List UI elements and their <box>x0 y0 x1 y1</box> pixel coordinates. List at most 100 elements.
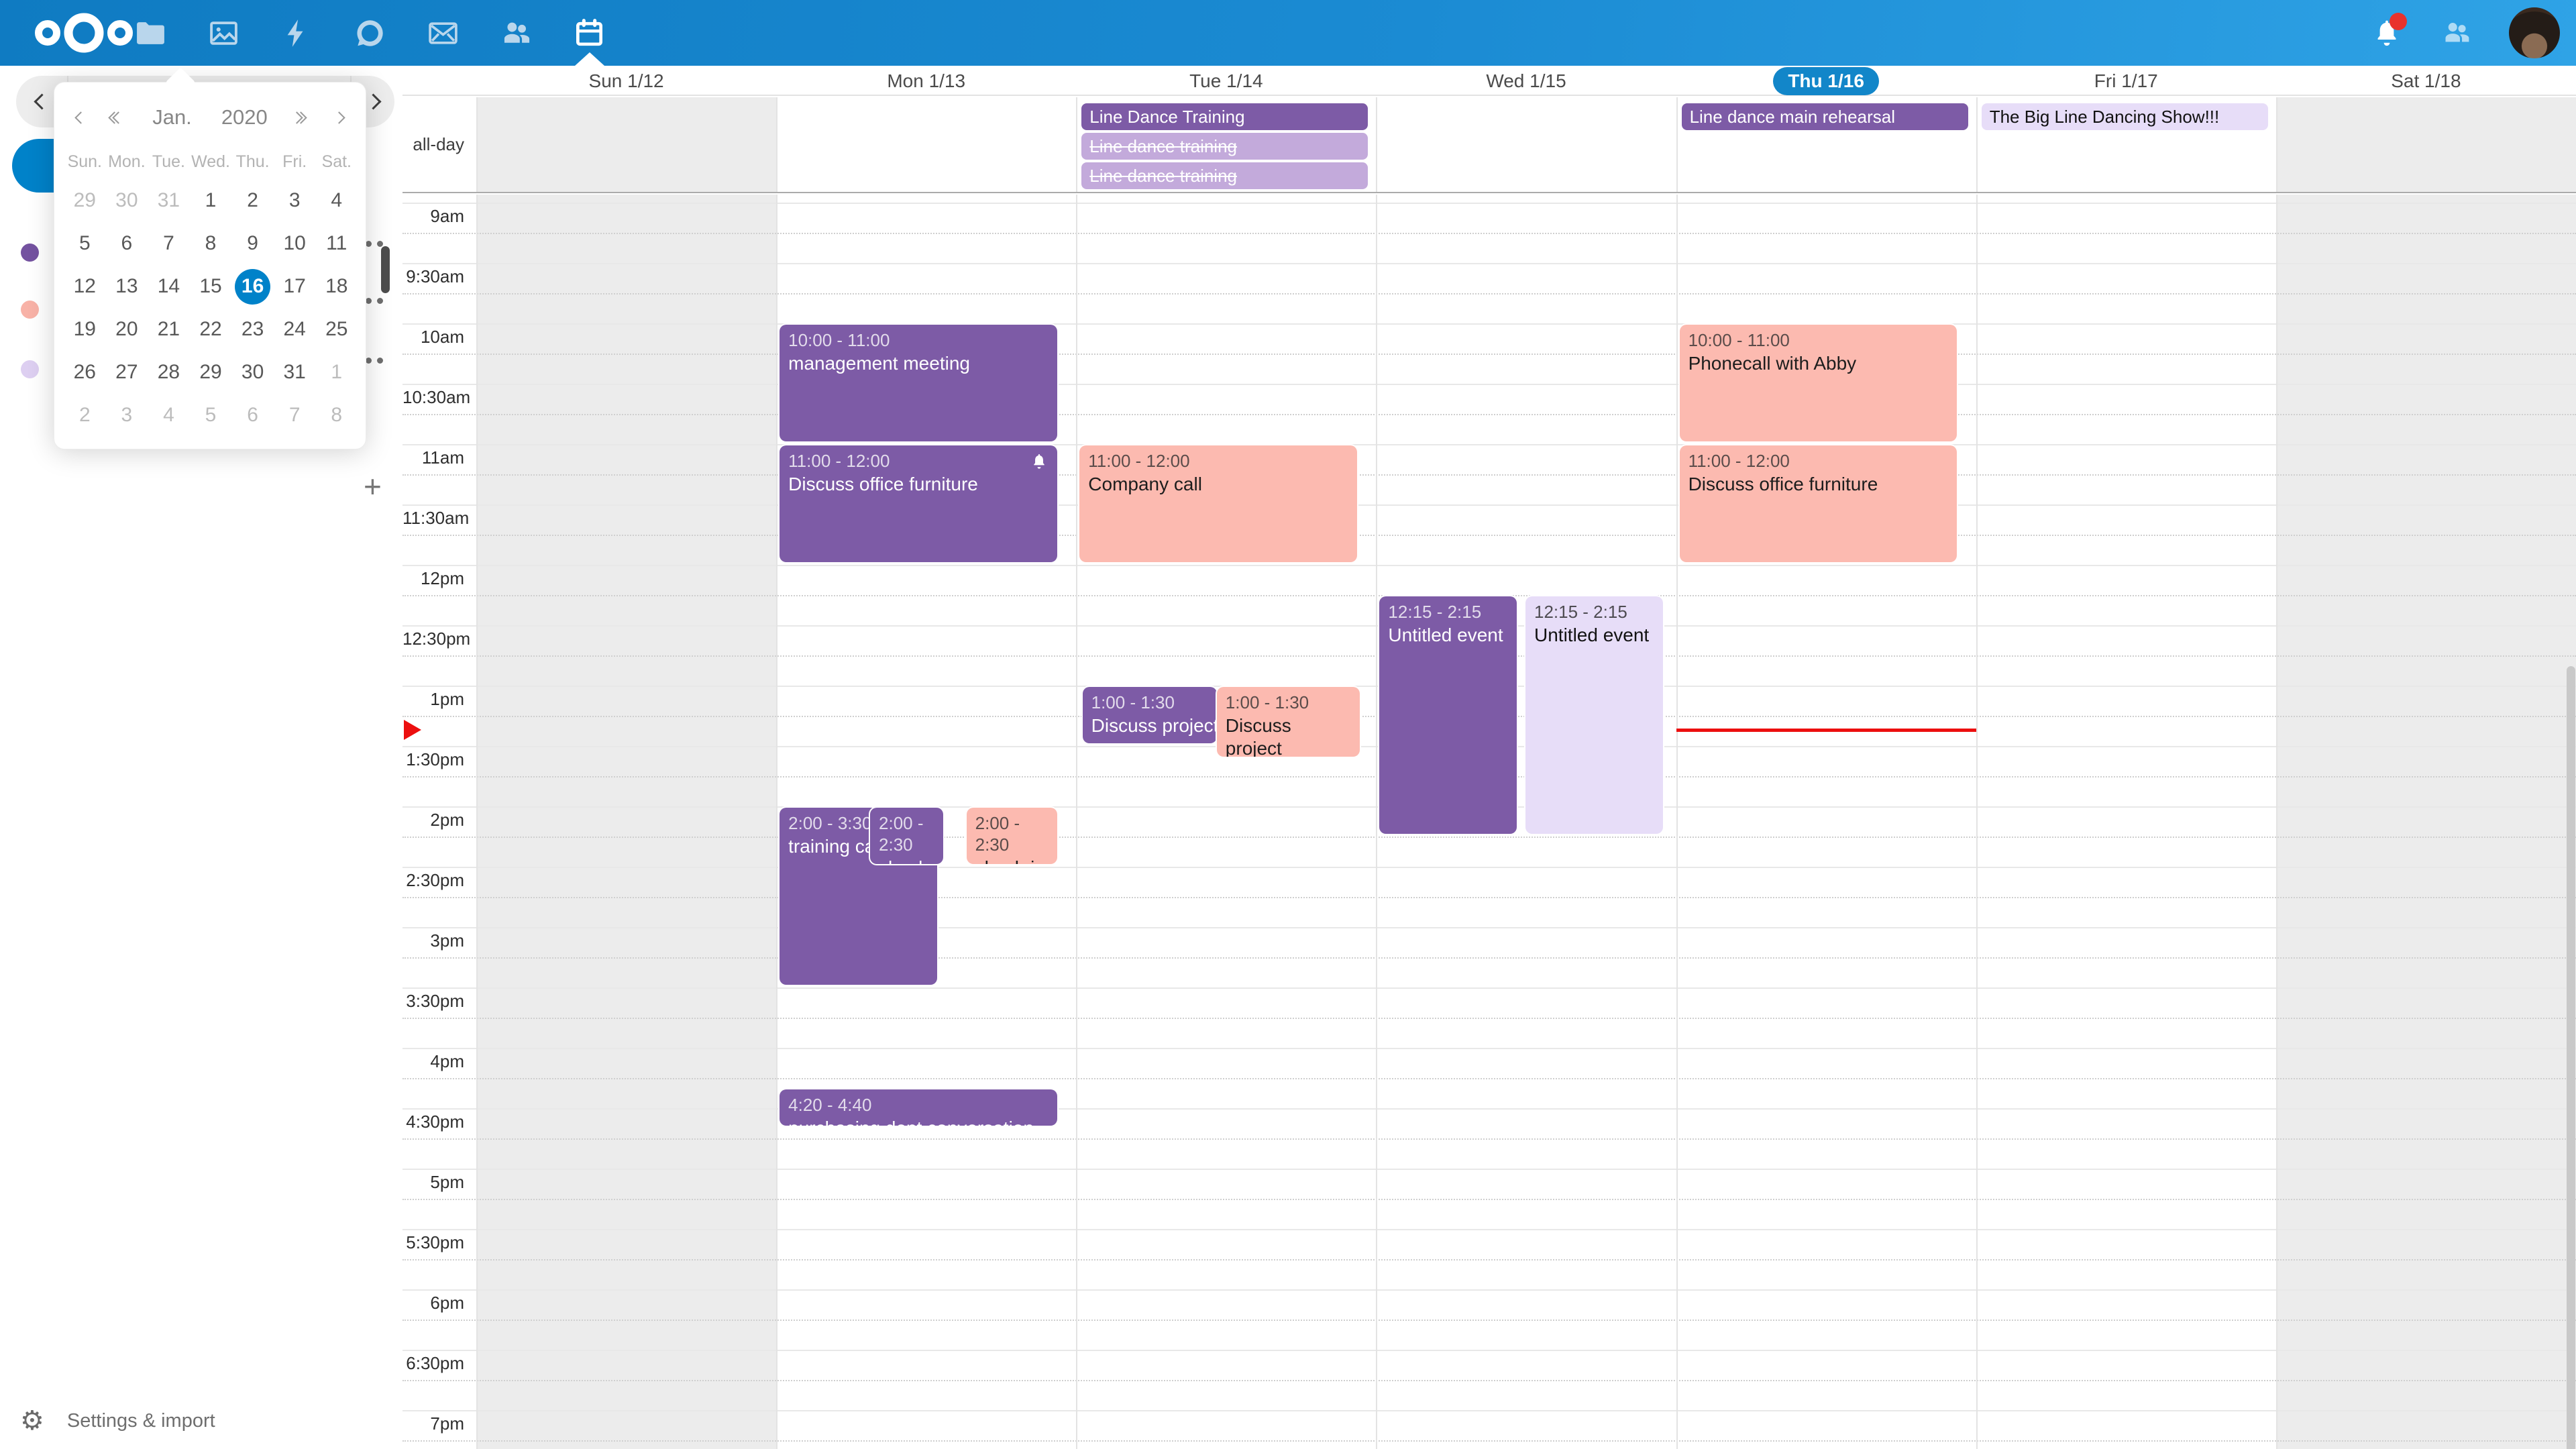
datepicker-day[interactable]: 9 <box>247 232 258 254</box>
app-files[interactable] <box>114 0 187 66</box>
datepicker-day[interactable]: 27 <box>115 361 138 383</box>
datepicker-day[interactable]: 15 <box>199 275 222 297</box>
grid-line <box>402 957 2576 959</box>
datepicker-day[interactable]: 30 <box>241 361 264 383</box>
app-calendar[interactable] <box>553 0 626 66</box>
datepicker-day[interactable]: 29 <box>199 361 222 383</box>
weekday-header: Fri. <box>282 152 307 171</box>
datepicker-day[interactable]: 21 <box>157 318 180 340</box>
datepicker-day[interactable]: 20 <box>115 318 138 340</box>
datepicker-day[interactable]: 3 <box>288 189 301 211</box>
month-select[interactable]: Jan. <box>152 105 192 129</box>
topbar-right-actions <box>2369 0 2560 66</box>
datepicker-day[interactable]: 2 <box>247 189 258 211</box>
datepicker-day[interactable]: 31 <box>157 189 180 211</box>
datepicker-day[interactable]: 1 <box>205 189 217 211</box>
datepicker-day[interactable]: 5 <box>78 232 91 254</box>
event-block[interactable]: 10:00 - 11:00 management meeting <box>780 325 1057 441</box>
datepicker-day[interactable]: 6 <box>121 232 133 254</box>
datepicker-day[interactable]: 18 <box>325 275 348 297</box>
datepicker-day[interactable]: 10 <box>283 232 306 254</box>
settings-and-import[interactable]: ⚙ Settings & import <box>20 1407 215 1434</box>
datepicker-day[interactable]: 22 <box>199 318 222 340</box>
all-day-event[interactable]: Line Dance Training <box>1081 103 1368 130</box>
calendar-color-dot[interactable] <box>21 301 39 319</box>
event-block[interactable]: 2:00 - 2:30 check-in <box>966 808 1057 864</box>
event-time: 2:00 - 2:30 <box>975 813 1020 855</box>
datepicker-day[interactable]: 14 <box>157 275 180 297</box>
app-contacts[interactable] <box>480 0 553 66</box>
app-activity[interactable] <box>260 0 333 66</box>
time-label: 5:30pm <box>406 1232 464 1252</box>
event-block[interactable]: 11:00 - 12:00 Discuss office furniture <box>780 445 1057 562</box>
nextcloud-logo[interactable] <box>27 8 141 58</box>
datepicker-day[interactable]: 30 <box>115 189 138 211</box>
event-block[interactable]: 11:00 - 12:00 Company call <box>1079 445 1357 562</box>
datepicker-day[interactable]: 17 <box>283 275 306 297</box>
time-label: 3:30pm <box>406 991 464 1011</box>
event-block[interactable]: 4:20 - 4:40 purchasing dept conversation <box>780 1089 1057 1126</box>
datepicker-day[interactable]: 23 <box>241 318 264 340</box>
event-time: 4:20 - 4:40 <box>788 1095 872 1115</box>
event-block[interactable]: 10:00 - 11:00 Phonecall with Abby <box>1679 325 1957 441</box>
datepicker-day[interactable]: 8 <box>205 232 217 254</box>
contacts-menu-button[interactable] <box>2439 15 2474 50</box>
all-day-event[interactable]: Line dance training <box>1081 162 1368 189</box>
datepicker-day[interactable]: 28 <box>157 361 180 383</box>
event-block[interactable]: 1:00 - 1:30 Discuss project announcement <box>1216 687 1360 757</box>
datepicker-day[interactable]: 16 <box>231 265 274 308</box>
next-year-button[interactable] <box>290 111 307 124</box>
datepicker-day[interactable]: 1 <box>331 361 343 383</box>
datepicker-day[interactable]: 13 <box>115 275 138 297</box>
event-block[interactable]: 1:00 - 1:30 Discuss project announcement <box>1082 687 1217 743</box>
sidebar-scrollbar[interactable] <box>381 246 390 293</box>
user-avatar[interactable] <box>2509 7 2560 58</box>
column-divider <box>1676 195 1678 1449</box>
event-block[interactable]: 12:15 - 2:15 Untitled event <box>1379 596 1517 834</box>
datepicker-day[interactable]: 7 <box>288 404 301 426</box>
weekday-header: Mon. <box>108 152 146 171</box>
datepicker-day[interactable]: 8 <box>331 404 343 426</box>
calendar-item-menu-icon[interactable] <box>366 290 396 311</box>
calendar-color-dot[interactable] <box>21 360 39 378</box>
notifications-button[interactable] <box>2369 13 2407 50</box>
datepicker-day[interactable]: 4 <box>331 189 343 211</box>
grid-line <box>402 1320 2576 1321</box>
app-mail[interactable] <box>407 0 480 66</box>
column-divider <box>1976 97 1978 192</box>
calendar-item-menu-icon[interactable] <box>366 350 396 370</box>
all-day-event[interactable]: Line dance main rehearsal <box>1681 103 1968 130</box>
add-calendar-button[interactable]: + <box>364 469 382 504</box>
calendar-scrollbar[interactable] <box>2567 666 2575 1449</box>
datepicker-day[interactable]: 5 <box>205 404 217 426</box>
datepicker-day[interactable]: 6 <box>247 404 258 426</box>
next-month-button[interactable] <box>333 111 345 124</box>
datepicker-day[interactable]: 2 <box>78 404 91 426</box>
previous-month-button[interactable] <box>74 111 87 124</box>
datepicker-day[interactable]: 4 <box>163 404 174 426</box>
app-talk[interactable] <box>333 0 407 66</box>
datepicker-day[interactable]: 25 <box>325 318 348 340</box>
calendar-item-menu-icon[interactable] <box>366 233 396 254</box>
all-day-event[interactable]: Line dance training <box>1081 133 1368 160</box>
datepicker-day[interactable]: 3 <box>121 404 133 426</box>
datepicker-day[interactable]: 19 <box>73 318 96 340</box>
menu-dot <box>377 240 383 247</box>
event-block[interactable]: 2:00 - 2:30 check-in <box>870 808 943 864</box>
datepicker-day[interactable]: 12 <box>73 275 96 297</box>
previous-year-button[interactable] <box>108 111 125 124</box>
app-photos[interactable] <box>187 0 260 66</box>
datepicker-day[interactable]: 29 <box>73 189 96 211</box>
datepicker-day[interactable]: 7 <box>163 232 174 254</box>
event-block[interactable]: 12:15 - 2:15 Untitled event <box>1525 596 1663 834</box>
chevron-right-icon <box>333 111 345 124</box>
datepicker-day[interactable]: 24 <box>283 318 306 340</box>
today-pill[interactable]: Thu 1/16 <box>1773 66 1879 95</box>
event-block[interactable]: 11:00 - 12:00 Discuss office furniture <box>1679 445 1957 562</box>
all-day-event[interactable]: The Big Line Dancing Show!!! <box>1981 103 2268 130</box>
datepicker-day[interactable]: 31 <box>283 361 306 383</box>
year-select[interactable]: 2020 <box>221 105 268 129</box>
datepicker-day[interactable]: 11 <box>326 232 347 254</box>
datepicker-day[interactable]: 26 <box>73 361 96 383</box>
calendar-color-dot[interactable] <box>21 244 39 262</box>
